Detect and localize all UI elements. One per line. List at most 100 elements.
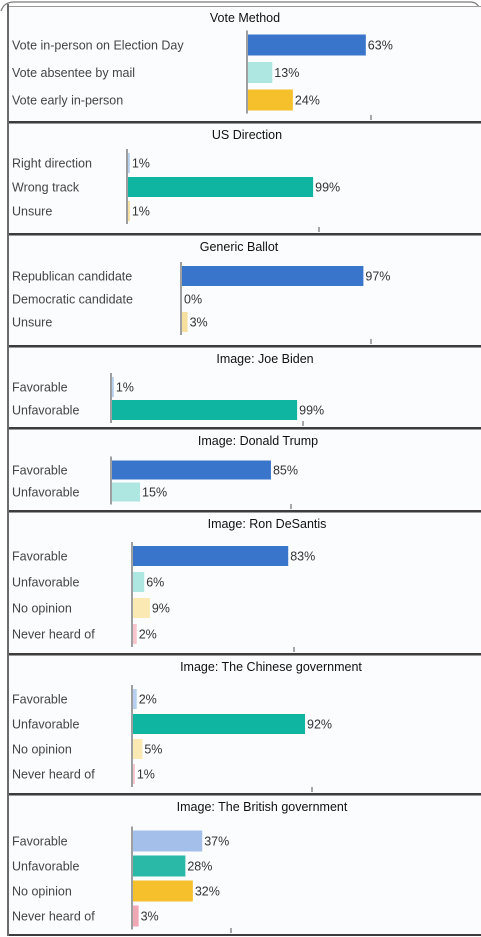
bar [248,62,273,83]
chart-panel: Image: Donald Trump Favorable 85% Unfavorab… [9,429,481,512]
chart-panel: Vote Method Vote in-person on Election Da… [9,6,481,123]
value-label: 37% [204,835,229,849]
category-label: No opinion [12,885,72,899]
value-label: 9% [152,602,170,616]
value-label: 0% [184,293,202,307]
category-label: Wrong track [12,181,80,195]
category-label: Never heard of [12,628,95,642]
category-label: Favorable [12,550,68,564]
category-label: Unfavorable [12,404,79,418]
bar [112,482,141,502]
chart-title: Image: Joe Biden [216,352,313,366]
chart-title: US Direction [212,128,282,142]
chart-title: Image: Ron DeSantis [208,517,327,531]
bar [128,153,130,173]
chart-title: Vote Method [210,11,280,25]
bar [248,89,293,111]
value-label: 1% [116,381,134,395]
chart-panel: Generic Ballot Republican candidate 97% Dem… [9,235,481,347]
bar [133,714,306,734]
category-label: Never heard of [12,910,95,924]
chart-panel: US Direction Right direction 1% Wrong track… [9,123,481,235]
chart-svg: Generic Ballot Republican candidate 97% Dem… [12,240,390,344]
chart-svg: Image: Donald Trump Favorable 85% Unfavorab… [12,434,318,509]
value-label: 3% [141,910,159,924]
chart-panel: Image: Joe Biden Favorable 1% Unfavorable 99… [9,347,481,429]
chart-panel: Image: The British government Favorable 37… [9,795,481,936]
chart-title: Image: Donald Trump [198,434,318,448]
bar [133,764,135,784]
category-label: Right direction [12,157,92,171]
category-label: Unsure [12,316,52,330]
bar [133,739,143,759]
value-label: 2% [139,628,157,642]
value-label: 83% [290,550,315,564]
bar [112,400,298,420]
bar [133,880,193,902]
bar [182,312,188,332]
bar [133,572,145,592]
bar [112,460,271,480]
category-label: Democratic candidate [12,293,133,307]
category-label: Vote absentee by mail [12,66,135,80]
value-label: 99% [315,181,340,195]
chart-title: Image: The British government [177,800,348,814]
value-label: 13% [274,66,299,80]
category-label: Vote in-person on Election Day [12,39,184,53]
value-label: 97% [365,270,390,284]
bar [133,689,137,709]
bar [133,624,137,644]
category-label: Republican candidate [12,270,132,284]
category-label: Favorable [12,693,68,707]
chart-svg: Image: Ron DeSantis Favorable 83% Unfavorab… [12,517,327,652]
value-label: 3% [190,316,208,330]
chart-svg: Vote Method Vote in-person on Election Da… [12,11,393,120]
category-label: Unsure [12,205,52,219]
value-label: 92% [307,718,332,732]
chart-panel: Image: Ron DeSantis Favorable 83% Unfavorab… [9,512,481,655]
category-label: Unfavorable [12,860,79,874]
value-label: 63% [368,39,393,53]
value-label: 2% [139,693,157,707]
chart-svg: Image: The Chinese government Favorable 2%… [12,660,362,792]
category-label: No opinion [12,743,72,757]
chart-panel: Image: The Chinese government Favorable 2%… [9,655,481,795]
bar [133,905,139,927]
category-label: No opinion [12,602,72,616]
bar [128,177,314,197]
chart-title: Generic Ballot [200,240,279,254]
value-label: 28% [187,860,212,874]
category-label: Unfavorable [12,576,79,590]
bar [182,266,364,286]
category-label: Favorable [12,464,68,478]
category-label: Never heard of [12,768,95,782]
chart-svg: Image: Joe Biden Favorable 1% Unfavorable 99… [12,352,324,426]
chart-title: Image: The Chinese government [180,660,362,674]
value-label: 1% [132,205,150,219]
value-label: 5% [144,743,162,757]
chart-svg: US Direction Right direction 1% Wrong track… [12,128,340,232]
category-label: Vote early in-person [12,94,123,108]
bar [112,377,114,397]
category-label: Unfavorable [12,486,79,500]
chart-svg: Image: The British government Favorable 37… [12,800,348,933]
category-label: Favorable [12,381,68,395]
value-label: 32% [195,885,220,899]
bar [133,598,150,618]
value-label: 99% [299,404,324,418]
value-label: 6% [146,576,164,590]
value-label: 24% [295,94,320,108]
value-label: 85% [273,464,298,478]
bar [133,855,186,877]
category-label: Unfavorable [12,718,79,732]
value-label: 1% [132,157,150,171]
bar [128,201,130,221]
value-label: 1% [137,768,155,782]
window-top-edge [0,1,481,12]
category-label: Favorable [12,835,68,849]
bar [133,546,289,566]
bar [248,34,366,56]
value-label: 15% [142,486,167,500]
outer-left-border [7,4,9,936]
